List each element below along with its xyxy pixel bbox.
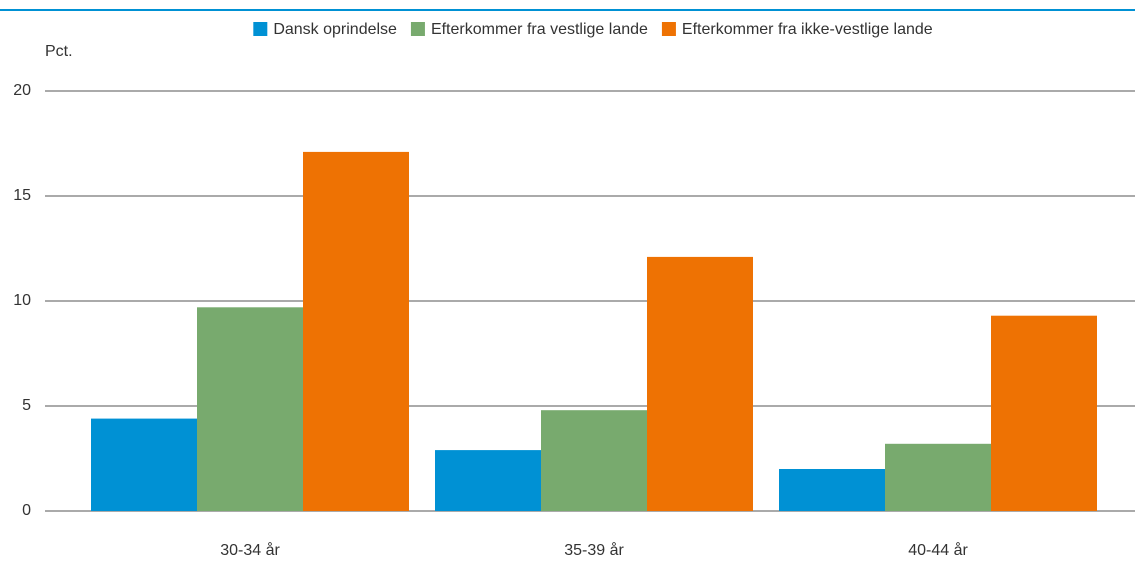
x-tick-label: 40-44 år — [908, 541, 968, 559]
bar — [303, 151, 409, 511]
legend-swatch — [410, 22, 425, 36]
x-tick-label: 35-39 år — [564, 541, 624, 559]
legend-swatch — [661, 22, 676, 36]
legend-label: Efterkommer fra ikke-vestlige lande — [682, 21, 933, 38]
y-tick-label: 5 — [22, 397, 31, 414]
bar — [885, 443, 991, 511]
legend-swatch — [253, 22, 268, 36]
y-tick-label: 0 — [22, 502, 31, 519]
legend-label: Efterkommer fra vestlige lande — [431, 21, 648, 38]
y-tick-label: 10 — [13, 292, 31, 309]
bar — [779, 469, 885, 511]
y-axis-label: Pct. — [45, 43, 73, 60]
bar — [647, 256, 753, 511]
bar — [991, 315, 1097, 511]
y-tick-label: 20 — [13, 82, 31, 99]
bar — [91, 418, 197, 511]
bar — [541, 410, 647, 511]
y-tick-label: 15 — [13, 187, 31, 204]
top-rule — [0, 9, 1135, 11]
x-tick-label: 30-34 år — [220, 541, 280, 559]
bar — [435, 450, 541, 511]
bar — [197, 307, 303, 511]
legend-label: Dansk oprindelse — [273, 21, 397, 38]
